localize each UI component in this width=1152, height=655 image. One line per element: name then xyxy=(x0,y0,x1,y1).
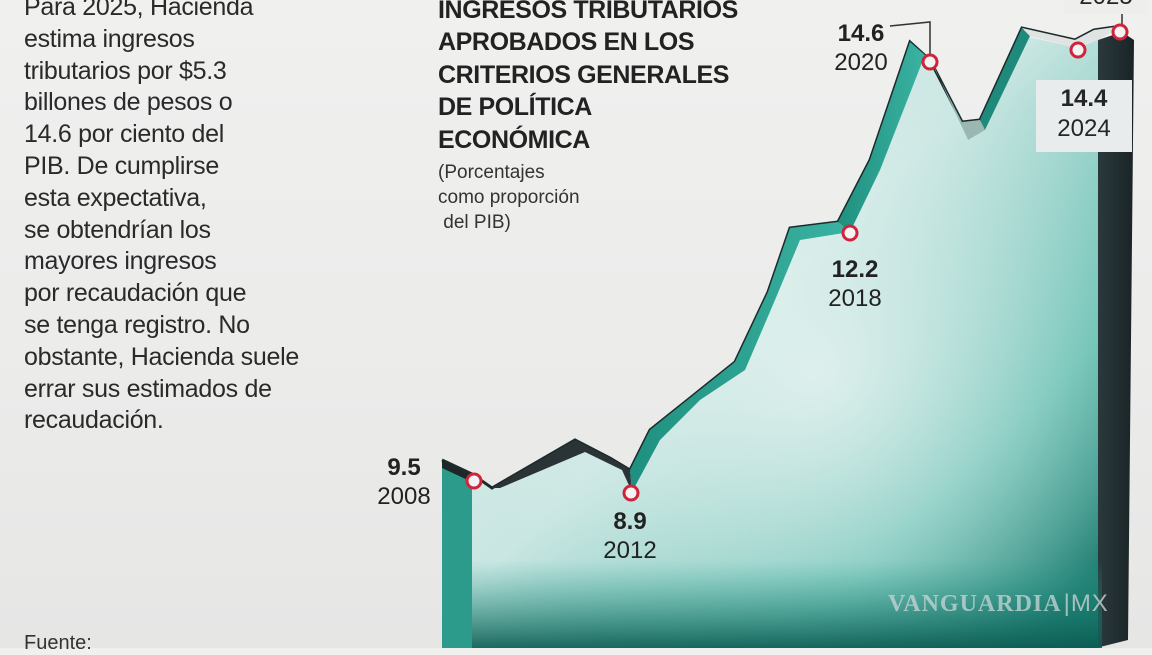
marker-2008 xyxy=(465,472,483,490)
leader-2020 xyxy=(889,21,931,58)
marker-2024 xyxy=(1069,41,1087,59)
chart-rim-band xyxy=(492,440,632,492)
intro-line: billones de pesos o xyxy=(24,88,233,117)
intro-paragraph: Para 2025, Hacienda estima ingresos trib… xyxy=(24,0,344,437)
intro-line: errar sus estimados de xyxy=(24,374,272,403)
label-year: 2012 xyxy=(603,537,657,564)
title-line: ECONÓMICA xyxy=(438,125,590,154)
intro-line: tributarios por $5.3 xyxy=(24,56,227,85)
label-year: 2020 xyxy=(834,49,888,76)
title-line: DE POLÍTICA xyxy=(438,93,592,122)
title-line: APROBADOS EN LOS xyxy=(438,28,695,57)
chart-subtitle: (Porcentajes como proporción del PIB) xyxy=(438,160,580,235)
subtitle-line: (Porcentajes xyxy=(438,162,545,183)
label-value: 14.6 xyxy=(837,20,885,47)
intro-line: Para 2025, Hacienda xyxy=(24,0,254,21)
label-value: 12.2 xyxy=(831,256,879,283)
marker-2025 xyxy=(1111,23,1129,41)
watermark-suffix: |MX xyxy=(1063,590,1109,617)
marker-2012 xyxy=(622,484,640,502)
intro-line: esta expectativa, xyxy=(24,183,207,212)
label-year: 2008 xyxy=(377,483,431,510)
label-value: 9.5 xyxy=(387,454,421,481)
chart-side-slab xyxy=(1096,32,1134,648)
label-year: 2024 xyxy=(1057,115,1111,142)
label-2008: 9.5 2008 xyxy=(372,454,436,512)
label-value: 8.9 xyxy=(613,508,647,535)
intro-line: mayores ingresos xyxy=(24,247,217,276)
label-2024: 14.4 2024 xyxy=(1036,80,1132,152)
watermark-brand: VANGUARDIA xyxy=(888,591,1062,617)
marker-2018 xyxy=(841,224,859,242)
intro-line: recaudación. xyxy=(24,406,164,435)
label-year: 2025 xyxy=(1079,0,1132,10)
title-line: INGRESOS TRIBUTARIOS xyxy=(438,0,738,24)
intro-line: 14.6 por ciento del xyxy=(24,120,225,149)
chart-title: INGRESOS TRIBUTARIOS APROBADOS EN LOS CR… xyxy=(438,0,758,156)
intro-line: estima ingresos xyxy=(24,24,195,53)
intro-line: por recaudación que xyxy=(24,279,247,308)
chart-left-edge xyxy=(442,460,472,648)
label-2020: 14.6 2020 xyxy=(826,20,896,78)
title-line: CRITERIOS GENERALES xyxy=(438,60,730,89)
label-2025: 2025 xyxy=(1064,0,1148,14)
subtitle-line: como proporción xyxy=(438,187,580,208)
label-2012: 8.9 2012 xyxy=(598,508,662,566)
intro-line: se obtendrían los xyxy=(24,215,211,244)
label-value: 14.4 xyxy=(1060,85,1108,112)
subtitle-line: del PIB) xyxy=(438,212,511,233)
label-2018: 12.2 2018 xyxy=(820,256,890,314)
label-year: 2018 xyxy=(828,285,882,312)
intro-line: PIB. De cumplirse xyxy=(24,151,219,180)
intro-line: se tenga registro. No xyxy=(24,310,250,339)
vanguardia-watermark: VANGUARDIA|MX xyxy=(888,590,1109,618)
intro-line: obstante, Hacienda suele xyxy=(24,342,299,371)
marker-2020 xyxy=(921,53,939,71)
